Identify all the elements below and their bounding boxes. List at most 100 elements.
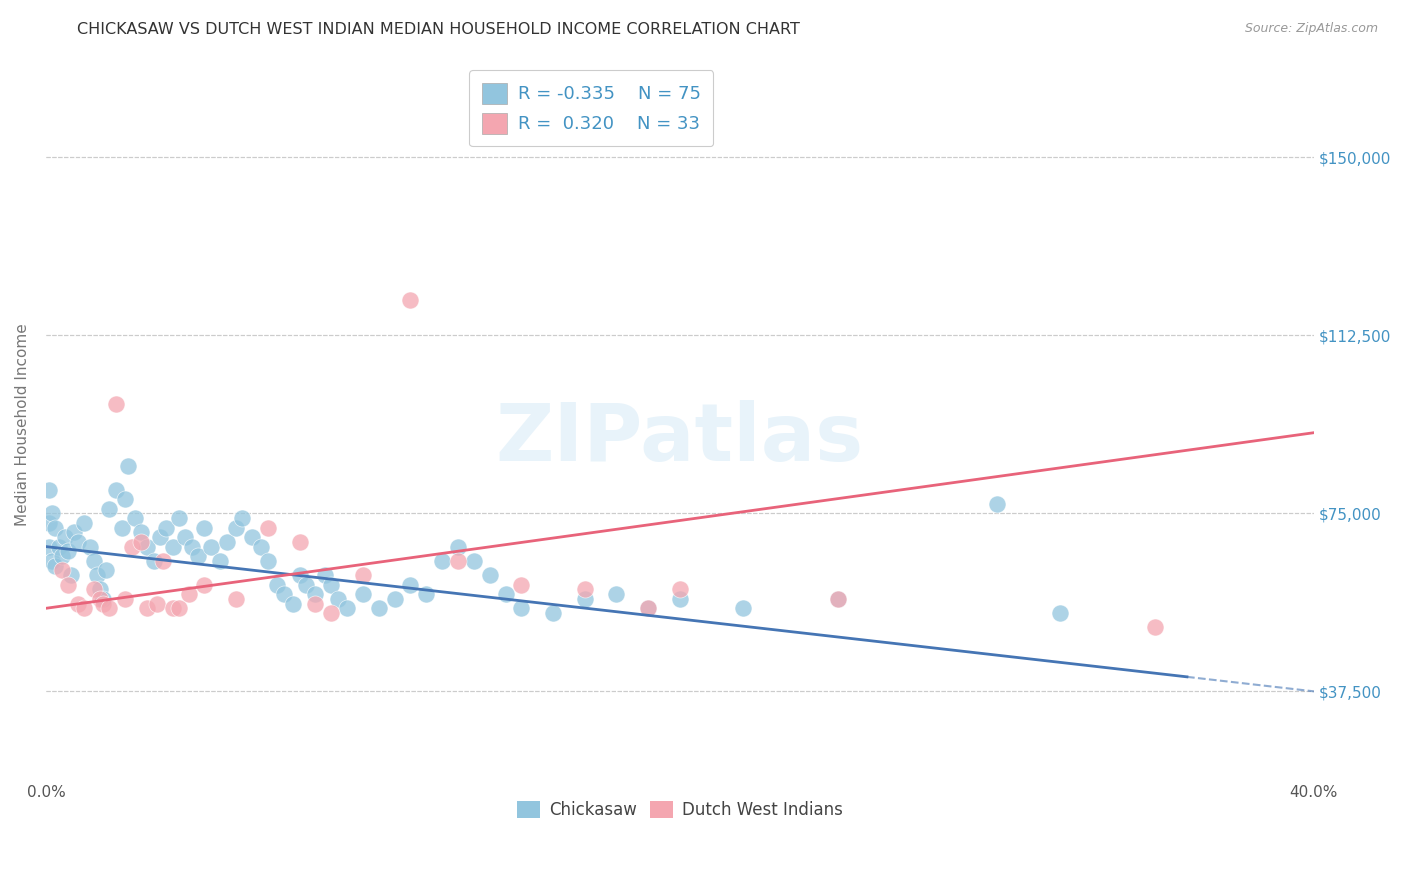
Point [91, 597, 114, 611]
Point [162, 601, 184, 615]
Point [91, 591, 114, 606]
Point [1144, 620, 1167, 634]
Point [98, 501, 121, 516]
Point [193, 577, 215, 591]
Point [321, 577, 343, 591]
Point [104, 483, 127, 497]
Point [193, 521, 215, 535]
Point [447, 540, 470, 554]
Point [321, 606, 343, 620]
Point [510, 601, 533, 615]
Point [326, 591, 349, 606]
Point [149, 530, 172, 544]
Point [174, 530, 197, 544]
Point [155, 521, 177, 535]
Text: CHICKASAW VS DUTCH WEST INDIAN MEDIAN HOUSEHOLD INCOME CORRELATION CHART: CHICKASAW VS DUTCH WEST INDIAN MEDIAN HO… [77, 22, 800, 37]
Point [187, 549, 209, 563]
Point [38, 516, 60, 530]
Point [98, 601, 121, 615]
Point [177, 587, 200, 601]
Point [399, 293, 422, 307]
Point [256, 521, 278, 535]
Point [83, 554, 105, 568]
Point [89, 591, 111, 606]
Point [669, 591, 692, 606]
Point [352, 587, 374, 601]
Point [124, 511, 146, 525]
Point [73, 516, 96, 530]
Point [114, 492, 136, 507]
Point [384, 591, 406, 606]
Point [669, 582, 692, 597]
Point [733, 601, 755, 615]
Point [273, 587, 295, 601]
Point [38, 483, 60, 497]
Point [152, 554, 174, 568]
Point [89, 582, 111, 597]
Point [146, 597, 169, 611]
Point [266, 577, 288, 591]
Point [1049, 606, 1071, 620]
Point [367, 601, 389, 615]
Legend: Chickasaw, Dutch West Indians: Chickasaw, Dutch West Indians [510, 794, 849, 825]
Point [48, 540, 70, 554]
Point [38, 540, 60, 554]
Point [430, 554, 453, 568]
Point [225, 591, 247, 606]
Point [510, 577, 533, 591]
Point [605, 587, 627, 601]
Point [56, 577, 79, 591]
Point [250, 540, 273, 554]
Point [827, 591, 849, 606]
Point [478, 568, 501, 582]
Point [240, 530, 263, 544]
Point [66, 534, 89, 549]
Point [314, 568, 336, 582]
Point [96, 563, 118, 577]
Point [167, 511, 190, 525]
Point [136, 601, 159, 615]
Point [447, 554, 470, 568]
Point [637, 601, 659, 615]
Point [288, 568, 311, 582]
Point [231, 511, 253, 525]
Point [541, 606, 564, 620]
Point [495, 587, 517, 601]
Point [142, 554, 165, 568]
Point [44, 521, 66, 535]
Point [41, 554, 63, 568]
Point [336, 601, 359, 615]
Point [51, 549, 73, 563]
Y-axis label: Median Household Income: Median Household Income [15, 323, 30, 525]
Point [136, 540, 159, 554]
Point [53, 530, 76, 544]
Point [352, 568, 374, 582]
Point [304, 597, 326, 611]
Point [114, 591, 136, 606]
Point [574, 582, 596, 597]
Point [162, 540, 184, 554]
Point [121, 540, 143, 554]
Point [288, 534, 311, 549]
Point [283, 597, 305, 611]
Point [637, 601, 659, 615]
Point [51, 563, 73, 577]
Point [44, 558, 66, 573]
Point [41, 507, 63, 521]
Point [986, 497, 1008, 511]
Point [73, 601, 96, 615]
Point [66, 597, 89, 611]
Point [574, 591, 596, 606]
Point [63, 525, 86, 540]
Point [399, 577, 422, 591]
Point [129, 525, 152, 540]
Point [256, 554, 278, 568]
Point [295, 577, 318, 591]
Point [225, 521, 247, 535]
Point [167, 601, 190, 615]
Text: Source: ZipAtlas.com: Source: ZipAtlas.com [1244, 22, 1378, 36]
Point [827, 591, 849, 606]
Point [86, 568, 108, 582]
Point [56, 544, 79, 558]
Point [79, 540, 101, 554]
